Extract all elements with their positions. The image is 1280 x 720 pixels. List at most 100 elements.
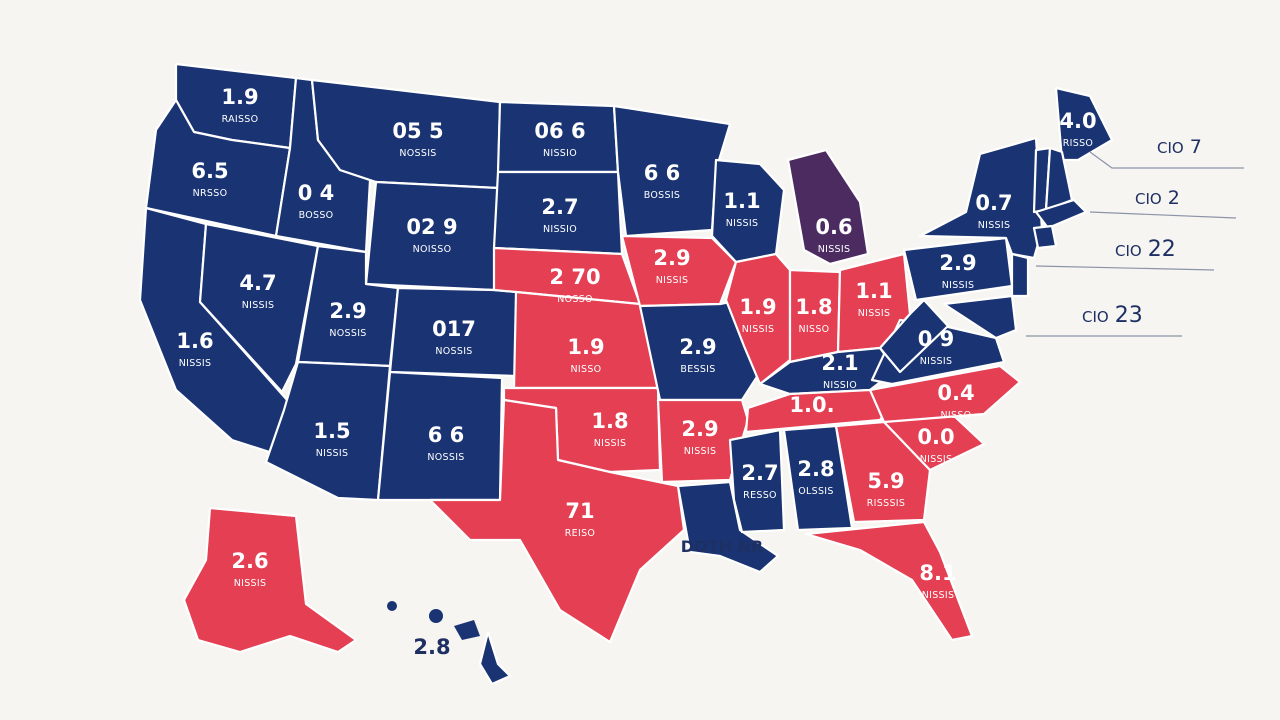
- state-value-tx: 71: [565, 499, 594, 523]
- state-caption-tx: REISO: [565, 528, 595, 539]
- state-caption-sc: NISSIS: [920, 454, 953, 465]
- state-caption-ny: NISSIS: [978, 220, 1011, 231]
- state-caption-wi: NISSIS: [726, 218, 759, 229]
- state-wv: [878, 298, 950, 374]
- state-caption-wa: RAISSO: [222, 114, 259, 125]
- state-caption-az: NISSIS: [316, 448, 349, 459]
- state-la: [676, 480, 780, 574]
- state-value-ny: 0.7: [975, 191, 1012, 215]
- svg-text:CIO 22: CIO 22: [1115, 237, 1176, 262]
- state-value-sc: 0.0: [917, 425, 954, 449]
- state-caption-ne: NOSSO: [557, 294, 593, 305]
- callouts: CIO 7 CIO 2 CIO 22 CIO 23: [1026, 136, 1244, 337]
- state-value-al: 2.8: [797, 457, 834, 481]
- state-hi: [478, 630, 512, 686]
- state-value-az: 1.5: [313, 419, 350, 443]
- state-value-ne: 2 70: [549, 265, 600, 289]
- state-caption-mo: BESSIS: [680, 364, 715, 375]
- state-caption-oh: NISSIS: [858, 308, 891, 319]
- state-value-ak: 2.6: [231, 549, 268, 573]
- state-value-nm: 6 6: [428, 423, 465, 447]
- state-al: [782, 424, 854, 532]
- svg-text:CIO 7: CIO 7: [1157, 136, 1202, 158]
- state-ak: [182, 506, 358, 654]
- state-value-fl: 8.1: [919, 561, 956, 585]
- state-caption-fl: NISSIS: [922, 590, 955, 601]
- state-fl: [804, 520, 974, 642]
- state-md: [942, 294, 1018, 340]
- state-value-in: 1.8: [795, 295, 832, 319]
- state-caption-id: BOSSO: [299, 210, 334, 221]
- state-value-ms: 2.7: [741, 461, 778, 485]
- state-caption-me: RISSO: [1063, 138, 1093, 149]
- state-value-il: 1.9: [739, 295, 776, 319]
- state-caption-ak: NISSIS: [234, 578, 267, 589]
- state-value-mi: 0.6: [815, 215, 852, 239]
- state-value-ky: 2.1: [821, 351, 858, 375]
- state-value-nd: 06 6: [534, 119, 585, 143]
- state-value-ut: 2.9: [329, 299, 366, 323]
- state-value-ar: 2.9: [681, 417, 718, 441]
- state-value-ga: 5.9: [867, 469, 904, 493]
- labels-layer: 1.9 RAISSO 6.5 NRSSO 1.6 NISSIS 0 4 BOSSO 4.7 NIS…: [176, 85, 1096, 659]
- state-ms: [728, 428, 786, 534]
- state-caption-ca: NISSIS: [179, 358, 212, 369]
- state-caption-ga: RISSSIS: [867, 498, 905, 509]
- state-caption-ok: NISSIS: [594, 438, 627, 449]
- state-nv: [198, 222, 320, 394]
- state-caption-nm: NOSSIS: [427, 452, 464, 463]
- state-caption-or: NRSSO: [193, 188, 228, 199]
- state-mi: [786, 148, 870, 266]
- state-caption-al: OLSSIS: [798, 486, 833, 497]
- state-value-id: 0 4: [298, 181, 335, 205]
- state-caption-ut: NOSSIS: [329, 328, 366, 339]
- state-caption-ar: NISSIS: [684, 446, 717, 457]
- state-value-tn: 1.0.: [789, 393, 834, 417]
- svg-text:CIO 2: CIO 2: [1135, 187, 1180, 209]
- state-caption-va: NISSIS: [920, 356, 953, 367]
- state-value-va: 0 9: [918, 327, 955, 351]
- hawaii-islands: [387, 601, 480, 640]
- state-caption-nc: NISSO: [941, 410, 972, 421]
- state-caption-mn: BOSSIS: [644, 190, 681, 201]
- state-caption-nv: NISSIS: [242, 300, 275, 311]
- gulf-label: DOTH NR: [681, 537, 763, 556]
- state-ct: [1032, 224, 1058, 250]
- state-caption-wy: NOISSO: [413, 244, 452, 255]
- state-value-ca: 1.6: [176, 329, 213, 353]
- state-caption-co: NOSSIS: [435, 346, 472, 357]
- state-value-ok: 1.8: [591, 409, 628, 433]
- state-caption-mi: NISSIS: [818, 244, 851, 255]
- callout-1: CIO 7: [1157, 136, 1202, 158]
- state-me: [1054, 86, 1114, 162]
- state-value-me: 4.0: [1059, 109, 1096, 133]
- state-caption-sd: NISSIO: [543, 224, 577, 235]
- state-caption-ms: RESSO: [743, 490, 777, 501]
- state-value-co: 017: [432, 317, 476, 341]
- state-caption-pa: NISSIS: [942, 280, 975, 291]
- svg-text:CIO 23: CIO 23: [1082, 303, 1143, 328]
- state-nc: [868, 364, 1022, 424]
- state-value-nv: 4.7: [239, 271, 276, 295]
- callout-2: CIO 2: [1135, 187, 1180, 209]
- states-layer: [138, 62, 1114, 686]
- state-value-wy: 02 9: [406, 215, 457, 239]
- callout-4: CIO 23: [1082, 303, 1143, 328]
- state-caption-mt: NOSSIS: [399, 148, 436, 159]
- state-ma: [1034, 198, 1088, 230]
- state-ia: [620, 234, 738, 308]
- state-caption-ia: NISSIS: [656, 275, 689, 286]
- state-value-ks: 1.9: [567, 335, 604, 359]
- state-value-or: 6.5: [191, 159, 228, 183]
- state-value-wi: 1.1: [723, 189, 760, 213]
- state-value-nc: 0.4: [937, 381, 974, 405]
- state-caption-nd: NISSIO: [543, 148, 577, 159]
- state-value-hi: 2.8: [413, 635, 450, 659]
- state-value-sd: 2.7: [541, 195, 578, 219]
- state-caption-in: NISSO: [799, 324, 830, 335]
- state-value-oh: 1.1: [855, 279, 892, 303]
- callout-3: CIO 22: [1115, 237, 1176, 262]
- state-value-mt: 05 5: [392, 119, 443, 143]
- state-caption-ks: NISSO: [571, 364, 602, 375]
